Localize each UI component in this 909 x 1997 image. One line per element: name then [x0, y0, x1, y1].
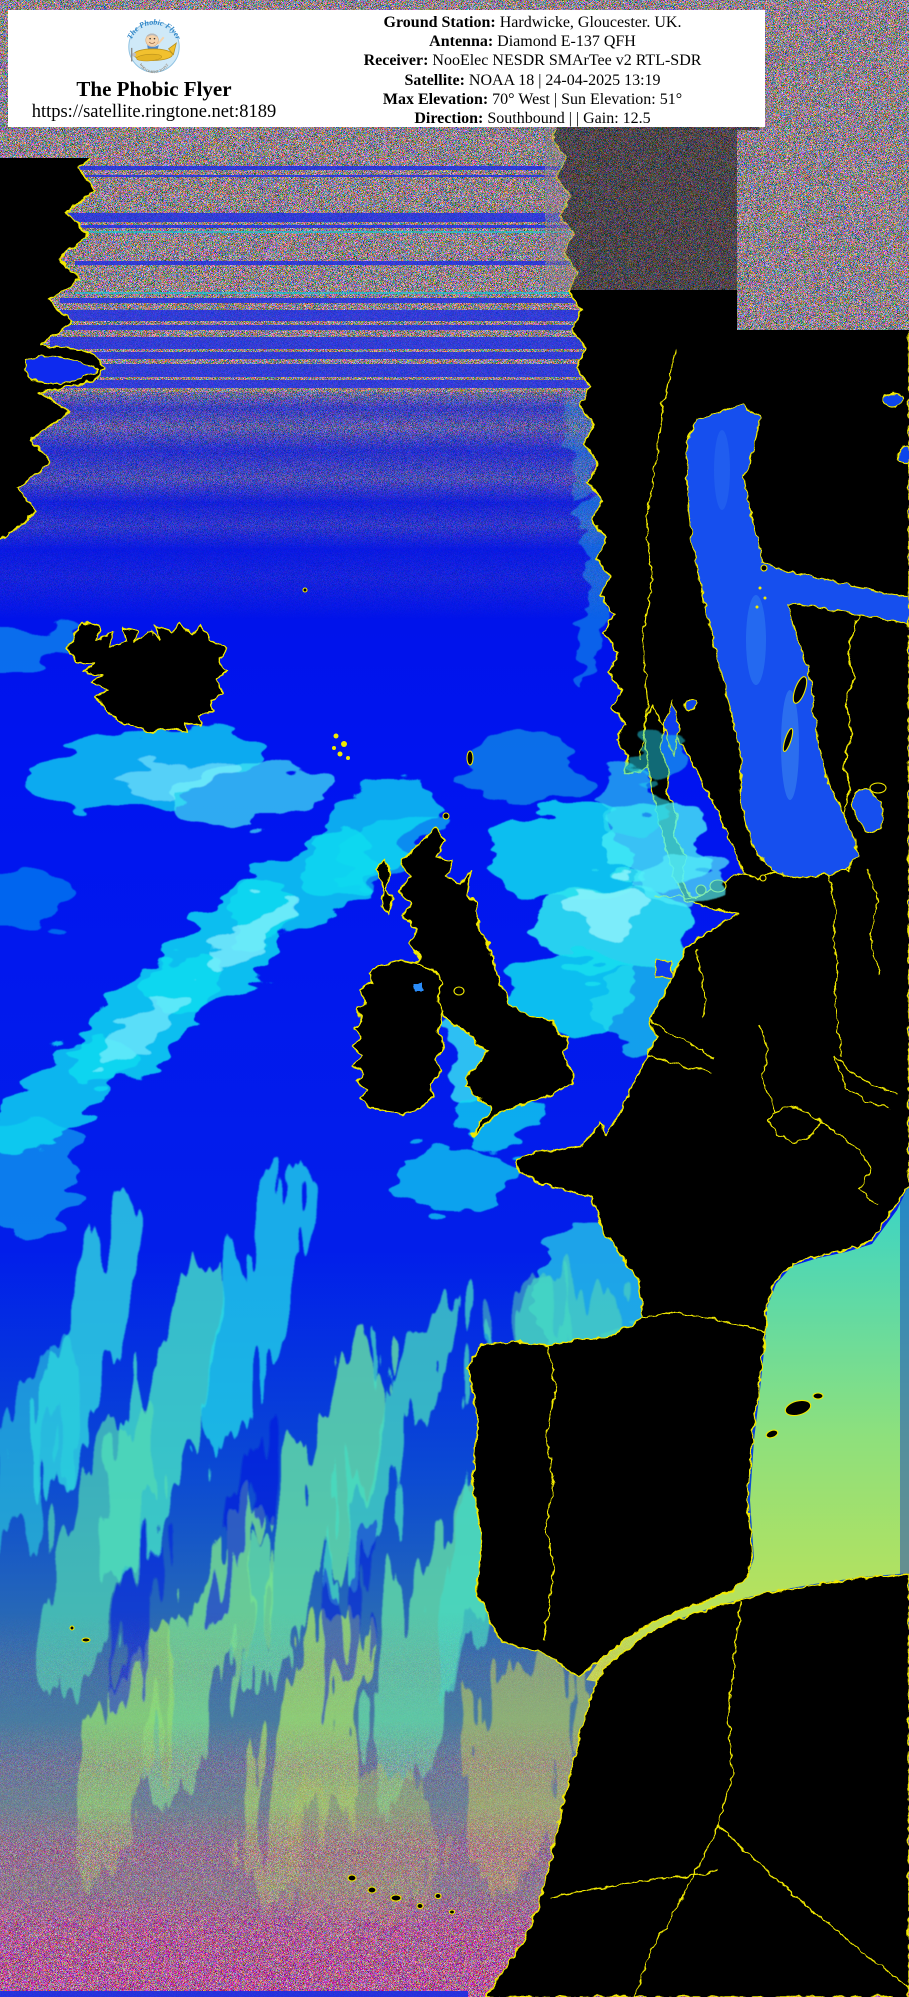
shetland [466, 750, 474, 766]
oland [782, 727, 794, 753]
border-pyrenees [642, 1311, 766, 1333]
mallorca [784, 1399, 812, 1417]
border-czech [833, 1055, 899, 1095]
noise-white-sea [736, 129, 909, 331]
canary-islands [347, 1874, 456, 1915]
border-portugal-spain [543, 1344, 557, 1641]
info-label: Direction: [414, 110, 484, 128]
lough-neagh [415, 984, 423, 991]
noise-top-right [760, 0, 909, 135]
border-algeria-south [717, 1825, 909, 1989]
info-line-ground-station: Ground Station: Hardwicke, Gloucester. U… [300, 13, 765, 32]
noise-finnmark-veil [545, 96, 770, 290]
info-value: NooElec NESDR SMArTee v2 RTL-SDR [428, 52, 702, 70]
gotland [792, 676, 808, 704]
border-belgium-north [649, 1019, 715, 1061]
lake-vanern [682, 699, 698, 711]
greenland-fjord [24, 356, 101, 384]
info-label: Ground Station: [383, 14, 496, 31]
jan-mayen [302, 587, 308, 593]
hebrides [376, 859, 394, 917]
border-netherlands-germany [696, 949, 706, 1018]
inland-waters [24, 356, 909, 991]
lake-ladoga [882, 392, 904, 408]
info-line-antenna: Antenna: Diamond E-137 QFH [300, 32, 765, 51]
clouds-overlay [595, 740, 720, 910]
baltic-sea [685, 403, 909, 879]
baltic-streaks [714, 430, 799, 800]
border-western-sahara [549, 1869, 719, 1899]
stockholm-archipelago [755, 586, 767, 609]
border-belgium [647, 1055, 713, 1073]
border-alps-italy [821, 1121, 877, 1206]
info-value: Hardwicke, Gloucester. UK. [495, 14, 682, 31]
lake-onega [898, 445, 909, 465]
phobic-flyer-logo: The Phobic Flyer WHO LEARNT TO FLY [122, 12, 186, 76]
gulf-of-riga [851, 788, 885, 832]
aland [760, 564, 768, 572]
info-value: NOAA 18 | 24-04-2025 13:19 [464, 71, 661, 89]
station-name: The Phobic Flyer [76, 77, 232, 101]
info-label: Satellite: [404, 71, 465, 89]
madeira [81, 1637, 91, 1643]
orkney [442, 812, 450, 820]
iceland [67, 621, 229, 734]
border-czech-south [833, 1055, 891, 1109]
ibiza [765, 1429, 779, 1439]
capture-info-block: Ground Station: Hardwicke, Gloucester. U… [300, 10, 765, 127]
info-label: Max Elevation: [382, 90, 489, 108]
africa [485, 1573, 909, 1997]
info-value: Diamond E-137 QFH [493, 33, 636, 51]
info-value: 70° West | Sun Elevation: 51° [488, 90, 683, 108]
info-banner: The Phobic Flyer WHO LEARNT TO FLY The P… [8, 10, 765, 127]
logo-pilot [145, 33, 165, 53]
info-line-direction: Direction: Southbound | | Gain: 12.5 [300, 109, 765, 128]
isle-of-man [453, 986, 465, 996]
great-britain [398, 826, 574, 1137]
border-rhine [759, 1024, 776, 1113]
border-germany-poland [822, 851, 841, 1057]
info-label: Receiver: [363, 52, 429, 70]
border-switzerland [769, 1105, 823, 1143]
info-label: Antenna: [429, 33, 494, 51]
border-baltic-east [867, 867, 881, 976]
ijsselmeer [655, 959, 673, 979]
border-norway-sweden [639, 349, 677, 761]
info-line-receiver: Receiver: NooElec NESDR SMArTee v2 RTL-S… [300, 51, 765, 70]
mediterranean-sea [586, 1185, 909, 1682]
greenland [0, 95, 106, 539]
banner-station-block: The Phobic Flyer WHO LEARNT TO FLY The P… [8, 10, 300, 127]
menorca [812, 1392, 824, 1400]
info-line-satellite: Satellite: NOAA 18 | 24-04-2025 13:19 [300, 71, 765, 90]
country-borders [543, 349, 909, 1997]
madeira-north [69, 1625, 75, 1631]
saaremaa [869, 782, 887, 794]
bornholm [759, 874, 767, 882]
ireland [351, 959, 445, 1115]
faroe-islands [332, 733, 350, 760]
sync-bar [0, 1991, 468, 1997]
info-value: Southbound | | Gain: 12.5 [483, 110, 651, 128]
station-url[interactable]: https://satellite.ringtone.net:8189 [31, 102, 277, 122]
info-line-max-elevation: Max Elevation: 70° West | Sun Elevation:… [300, 90, 765, 109]
logo-plane [131, 42, 177, 62]
